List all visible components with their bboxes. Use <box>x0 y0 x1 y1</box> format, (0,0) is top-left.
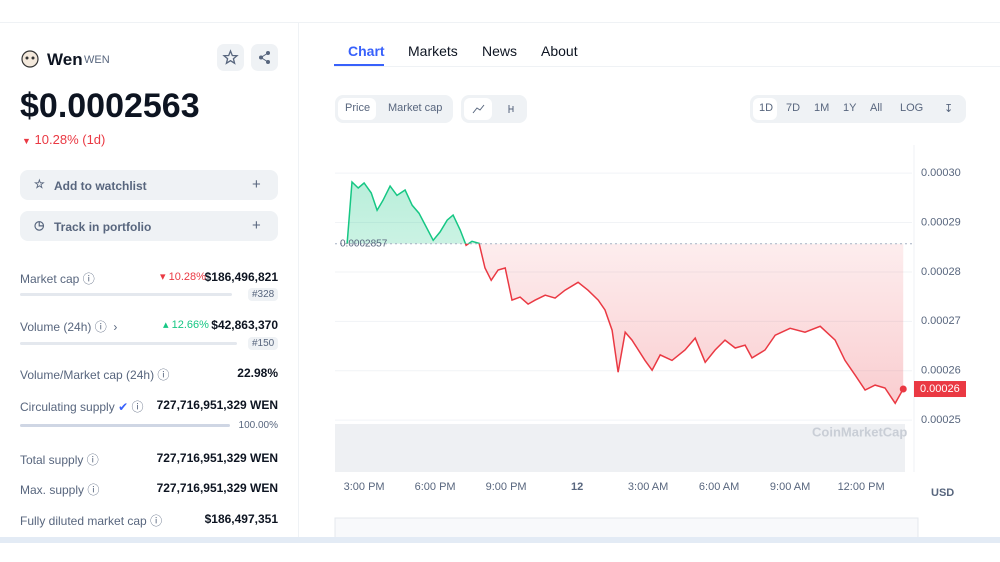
top-divider <box>0 22 1000 23</box>
stat-label-text: Fully diluted market cap <box>20 514 147 528</box>
stat-value: $186,497,351 <box>204 512 278 526</box>
stat-change-text: 10.28% <box>168 271 206 283</box>
stat-label-text: Total supply <box>20 453 84 467</box>
stat-label-text: Volume (24h) <box>20 320 92 334</box>
stat-label: Volume (24h) ⓘ › <box>20 320 118 334</box>
coin-name: Wen <box>47 50 83 69</box>
rank: #328 <box>248 288 279 301</box>
y-tick-label: 0.00025 <box>921 414 961 426</box>
y-tick-label: 0.00028 <box>921 266 961 278</box>
range[interactable]: 1D <box>759 102 774 114</box>
tab[interactable]: Chart <box>348 43 385 59</box>
price-change: ▼ 10.28% (1d) <box>22 132 106 147</box>
coin-logo <box>21 50 39 68</box>
watchlist-button[interactable]: ☆ Add to watchlist + <box>20 170 278 200</box>
y-tick-label: 0.00030 <box>921 167 961 179</box>
download[interactable]: ↧ <box>944 103 954 115</box>
stat-change: ▴ 12.66% <box>163 319 209 331</box>
area-down <box>347 243 904 404</box>
chart-style-group <box>461 95 527 123</box>
stat-label-text: Max. supply <box>20 483 85 497</box>
stat-label-text: Market cap <box>20 272 80 286</box>
rank-bar <box>20 293 232 296</box>
tab[interactable]: Markets <box>408 43 458 59</box>
y-tick-label: 0.00027 <box>921 315 961 327</box>
x-tick-label: 12:00 PM <box>838 481 885 493</box>
stat-label: Total supply ⓘ <box>20 453 99 467</box>
y-tick-label: 0.00026 <box>921 365 961 377</box>
share-button[interactable] <box>251 44 278 71</box>
watermark: CoinMarketCap <box>812 424 907 439</box>
stat-label: Volume/Market cap (24h) ⓘ <box>20 368 170 382</box>
x-tick-label: 9:00 AM <box>770 481 810 493</box>
stat-value: $42,863,370 <box>211 318 278 332</box>
area-up <box>347 182 480 244</box>
price-line-up <box>346 180 480 244</box>
range[interactable]: 1Y <box>843 102 857 114</box>
stat-label-text: Circulating supply <box>20 400 115 414</box>
x-tick-label: 9:00 PM <box>486 481 527 493</box>
navigator <box>334 517 919 539</box>
watch-button[interactable] <box>217 44 244 71</box>
price-change-text: 10.28% (1d) <box>34 132 106 147</box>
last-price-box <box>914 381 966 398</box>
column-divider <box>298 22 299 537</box>
stat-label: Circulating supply ✔ ⓘ <box>20 400 144 414</box>
reference-label: 0.0002857 <box>340 238 388 249</box>
toggle[interactable]: Price <box>345 102 371 114</box>
rank: #150 <box>248 337 279 350</box>
range-group: 1D 7D 1M 1Y All LOG ↧ <box>750 95 966 123</box>
tab-divider <box>334 66 1000 67</box>
range[interactable]: LOG <box>900 102 924 114</box>
x-tick-label: 3:00 PM <box>344 481 385 493</box>
x-tick-label: 6:00 AM <box>699 481 739 493</box>
price-line-down <box>346 243 904 405</box>
x-tick-label: 12 <box>571 481 583 493</box>
last-price-label: 0.00026 <box>920 383 960 395</box>
y-tick-label: 0.00029 <box>921 216 961 228</box>
button-label: Add to watchlist <box>54 179 147 193</box>
stat-label-text: Volume/Market cap (24h) <box>20 368 155 382</box>
coin-symbol: WEN <box>84 54 110 66</box>
supply-percent: 100.00% <box>238 420 278 431</box>
stat-change: ▾ 10.28% <box>160 271 206 283</box>
range[interactable]: 7D <box>786 102 801 114</box>
rank-bar <box>20 342 237 345</box>
tab[interactable]: News <box>482 43 518 59</box>
stat-value: $186,496,821 <box>204 270 278 284</box>
stat-change-text: 12.66% <box>171 319 209 331</box>
stat-value: 727,716,951,329 WEN <box>156 481 278 495</box>
x-tick-label: 3:00 AM <box>628 481 668 493</box>
x-tick-label: 6:00 PM <box>415 481 456 493</box>
stat-label: Max. supply ⓘ <box>20 483 100 497</box>
range[interactable]: 1M <box>814 102 830 114</box>
stat-label: Fully diluted market cap ⓘ <box>20 514 163 528</box>
tab-underline <box>334 64 384 66</box>
stat-label: Market cap ⓘ <box>20 272 95 286</box>
stat-value: 727,716,951,329 WEN <box>156 451 278 465</box>
y-unit: USD <box>931 487 954 499</box>
toggle[interactable]: Market cap <box>388 102 443 114</box>
portfolio-button[interactable]: ◷ Track in portfolio + <box>20 211 278 241</box>
stat-value: 727,716,951,329 WEN <box>156 398 278 412</box>
volume-area <box>335 424 905 472</box>
bottom-strip <box>0 537 1000 543</box>
last-point <box>899 385 907 393</box>
button-label: Track in portfolio <box>54 220 152 234</box>
price: $0.0002563 <box>20 87 200 125</box>
range[interactable]: All <box>870 102 883 114</box>
stat-value: 22.98% <box>237 366 278 380</box>
toggle-group: Price Market cap <box>335 95 453 123</box>
supply-bar <box>20 424 230 427</box>
tab[interactable]: About <box>541 43 578 59</box>
